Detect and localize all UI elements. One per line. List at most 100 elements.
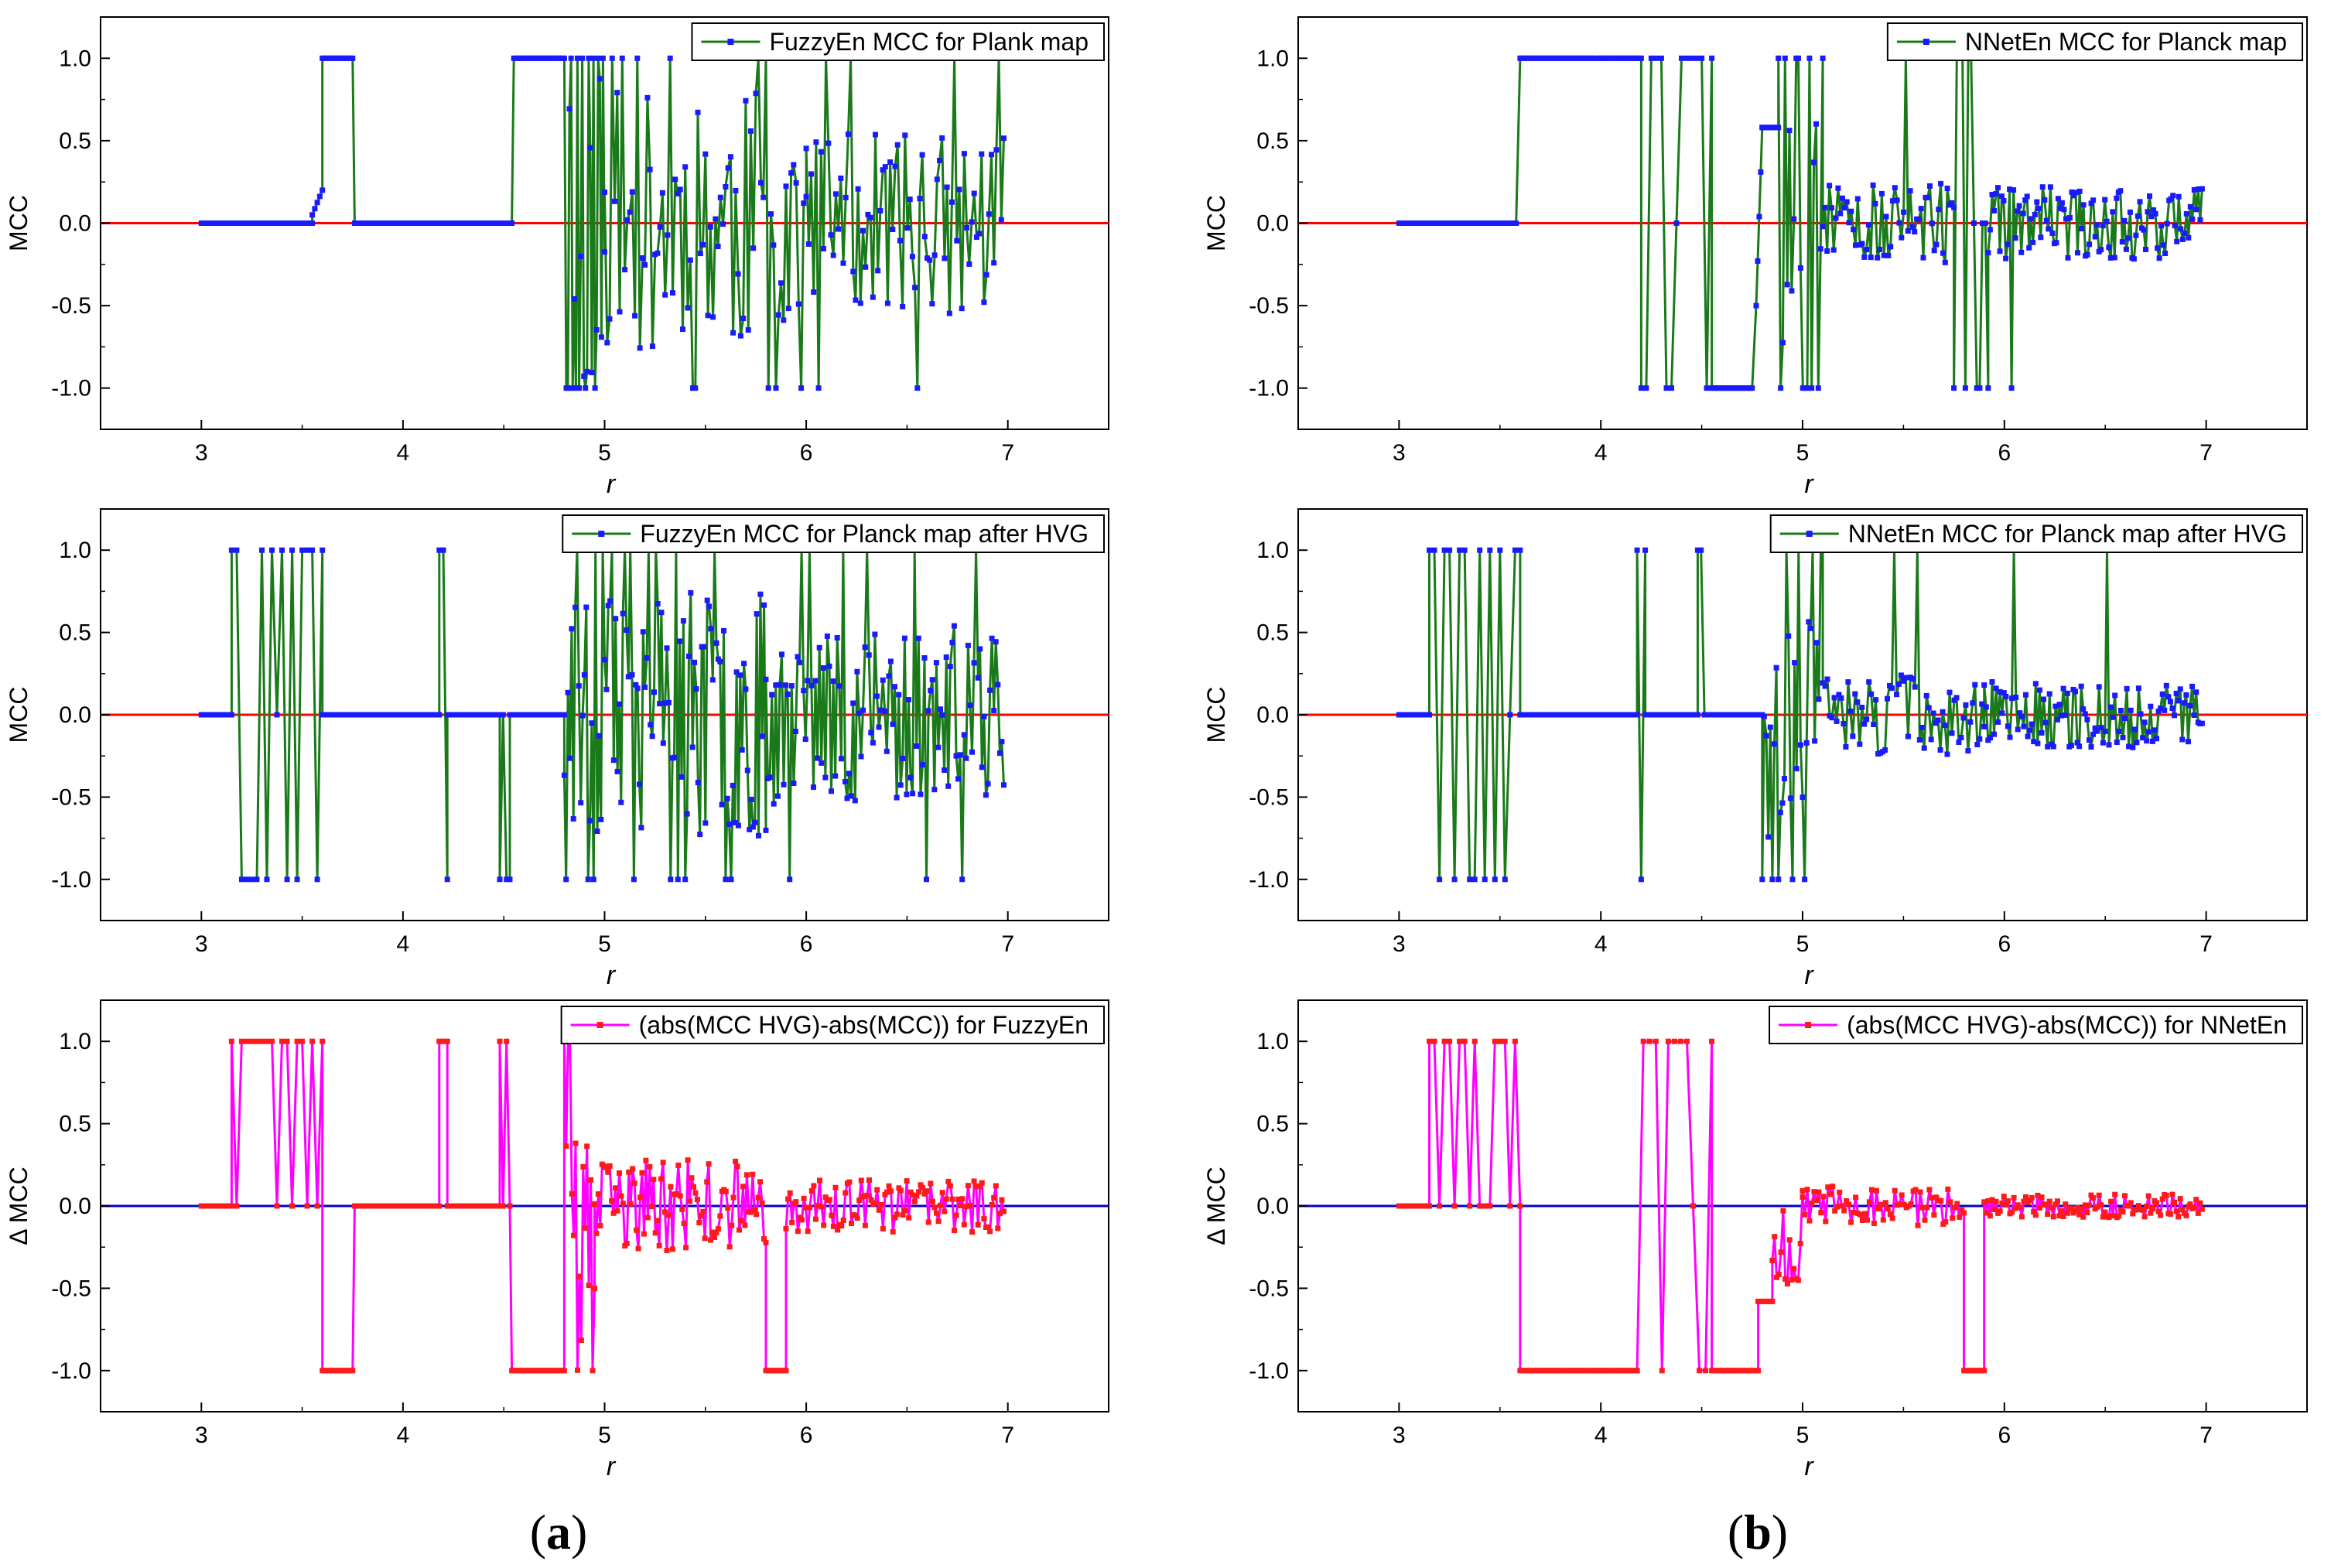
data-point [880,167,886,173]
data-point [878,707,884,713]
data-point [2106,742,2112,748]
data-point [768,211,774,217]
data-point [598,334,604,340]
data-point [2007,734,2013,740]
data-point [624,217,631,223]
data-point [2055,1198,2060,1204]
data-point [1507,1203,1513,1209]
data-point [2162,707,2168,713]
data-point [2032,1212,2039,1218]
data-point [2131,726,2138,733]
data-point [892,1214,898,1221]
data-point [739,746,745,753]
chart-a1: -1.0 -0.5 0.0 0.5 1.0 3 4 5 6 7 r MCC FuzzyEn MCC fo… [5,16,1109,499]
data-point [710,314,716,320]
data-point [785,1196,791,1202]
data-point [702,1235,708,1242]
chart-b1: -1.0 -0.5 0.0 0.5 1.0 3 4 5 6 7 r MCC NNetEn MCC for… [1202,16,2308,499]
data-point [592,385,598,391]
data-point [993,147,1000,153]
data-point [1965,748,1971,754]
data-point [2064,690,2070,696]
data-point [644,1214,651,1221]
data-point [605,603,611,609]
data-point [1852,691,1858,697]
data-point [634,685,641,692]
data-point [576,385,582,391]
data-point [1940,250,1946,256]
data-point [1769,876,1776,883]
data-point [1885,1206,1891,1212]
data-point [1919,1204,1926,1211]
data-point [906,697,911,702]
data-point [586,1283,592,1289]
data-point [1912,1187,1919,1193]
data-point [2057,206,2063,212]
data-point [1796,55,1801,61]
data-point [1907,188,1913,194]
data-point [629,189,635,195]
data-point [1497,547,1503,553]
data-point [2005,241,2011,248]
data-point [767,774,773,781]
data-point [942,1208,948,1214]
data-point [860,707,866,713]
data-point [657,701,663,707]
data-point [440,1038,446,1044]
data-point [2159,1196,2165,1202]
data-point [1830,1184,1836,1190]
data-point [594,828,600,834]
data-point [805,1228,811,1235]
data-point [931,1204,938,1211]
data-point [1956,740,1962,745]
data-point [289,1203,296,1209]
data-point [1689,55,1695,61]
data-point [1807,625,1813,631]
data-point [961,151,967,157]
data-point [717,658,723,664]
data-point [2027,727,2033,733]
data-point [1795,1277,1801,1283]
y-tick-label: 1.0 [1256,538,1289,563]
data-point [610,757,617,764]
data-point [1921,745,1927,751]
data-point [1889,1215,1895,1221]
data-point [2031,739,2037,745]
data-point [2107,255,2114,261]
data-point [1502,876,1508,883]
data-point [1427,1038,1432,1044]
data-point [2120,734,2126,740]
data-point [309,547,316,553]
data-point [602,249,607,255]
data-point [2029,1194,2035,1201]
data-point [967,1203,973,1209]
data-point [1899,1192,1905,1198]
data-point [1431,1038,1437,1044]
data-point [2035,740,2041,746]
data-point [436,547,443,553]
data-point [444,1038,450,1044]
data-point [1811,1189,1817,1195]
data-point [1800,1188,1806,1194]
data-point [973,1184,979,1190]
data-point [985,781,991,787]
data-point [1471,876,1478,883]
data-point [630,1166,636,1172]
data-point [1974,742,1981,747]
x-tick-label: 7 [1001,440,1014,466]
data-point [624,627,630,633]
data-point [238,876,244,883]
data-point [1769,1257,1776,1263]
data-point [1827,1191,1834,1197]
data-point [640,629,646,635]
data-point [897,782,904,788]
data-point [2128,707,2134,713]
data-point [1864,716,1870,723]
data-point [808,1188,815,1194]
data-point [1936,207,1942,213]
data-point [1942,259,1948,265]
data-point [1823,1218,1829,1225]
data-point [910,791,916,797]
data-point [497,1038,503,1044]
data-point [1961,1210,1967,1216]
